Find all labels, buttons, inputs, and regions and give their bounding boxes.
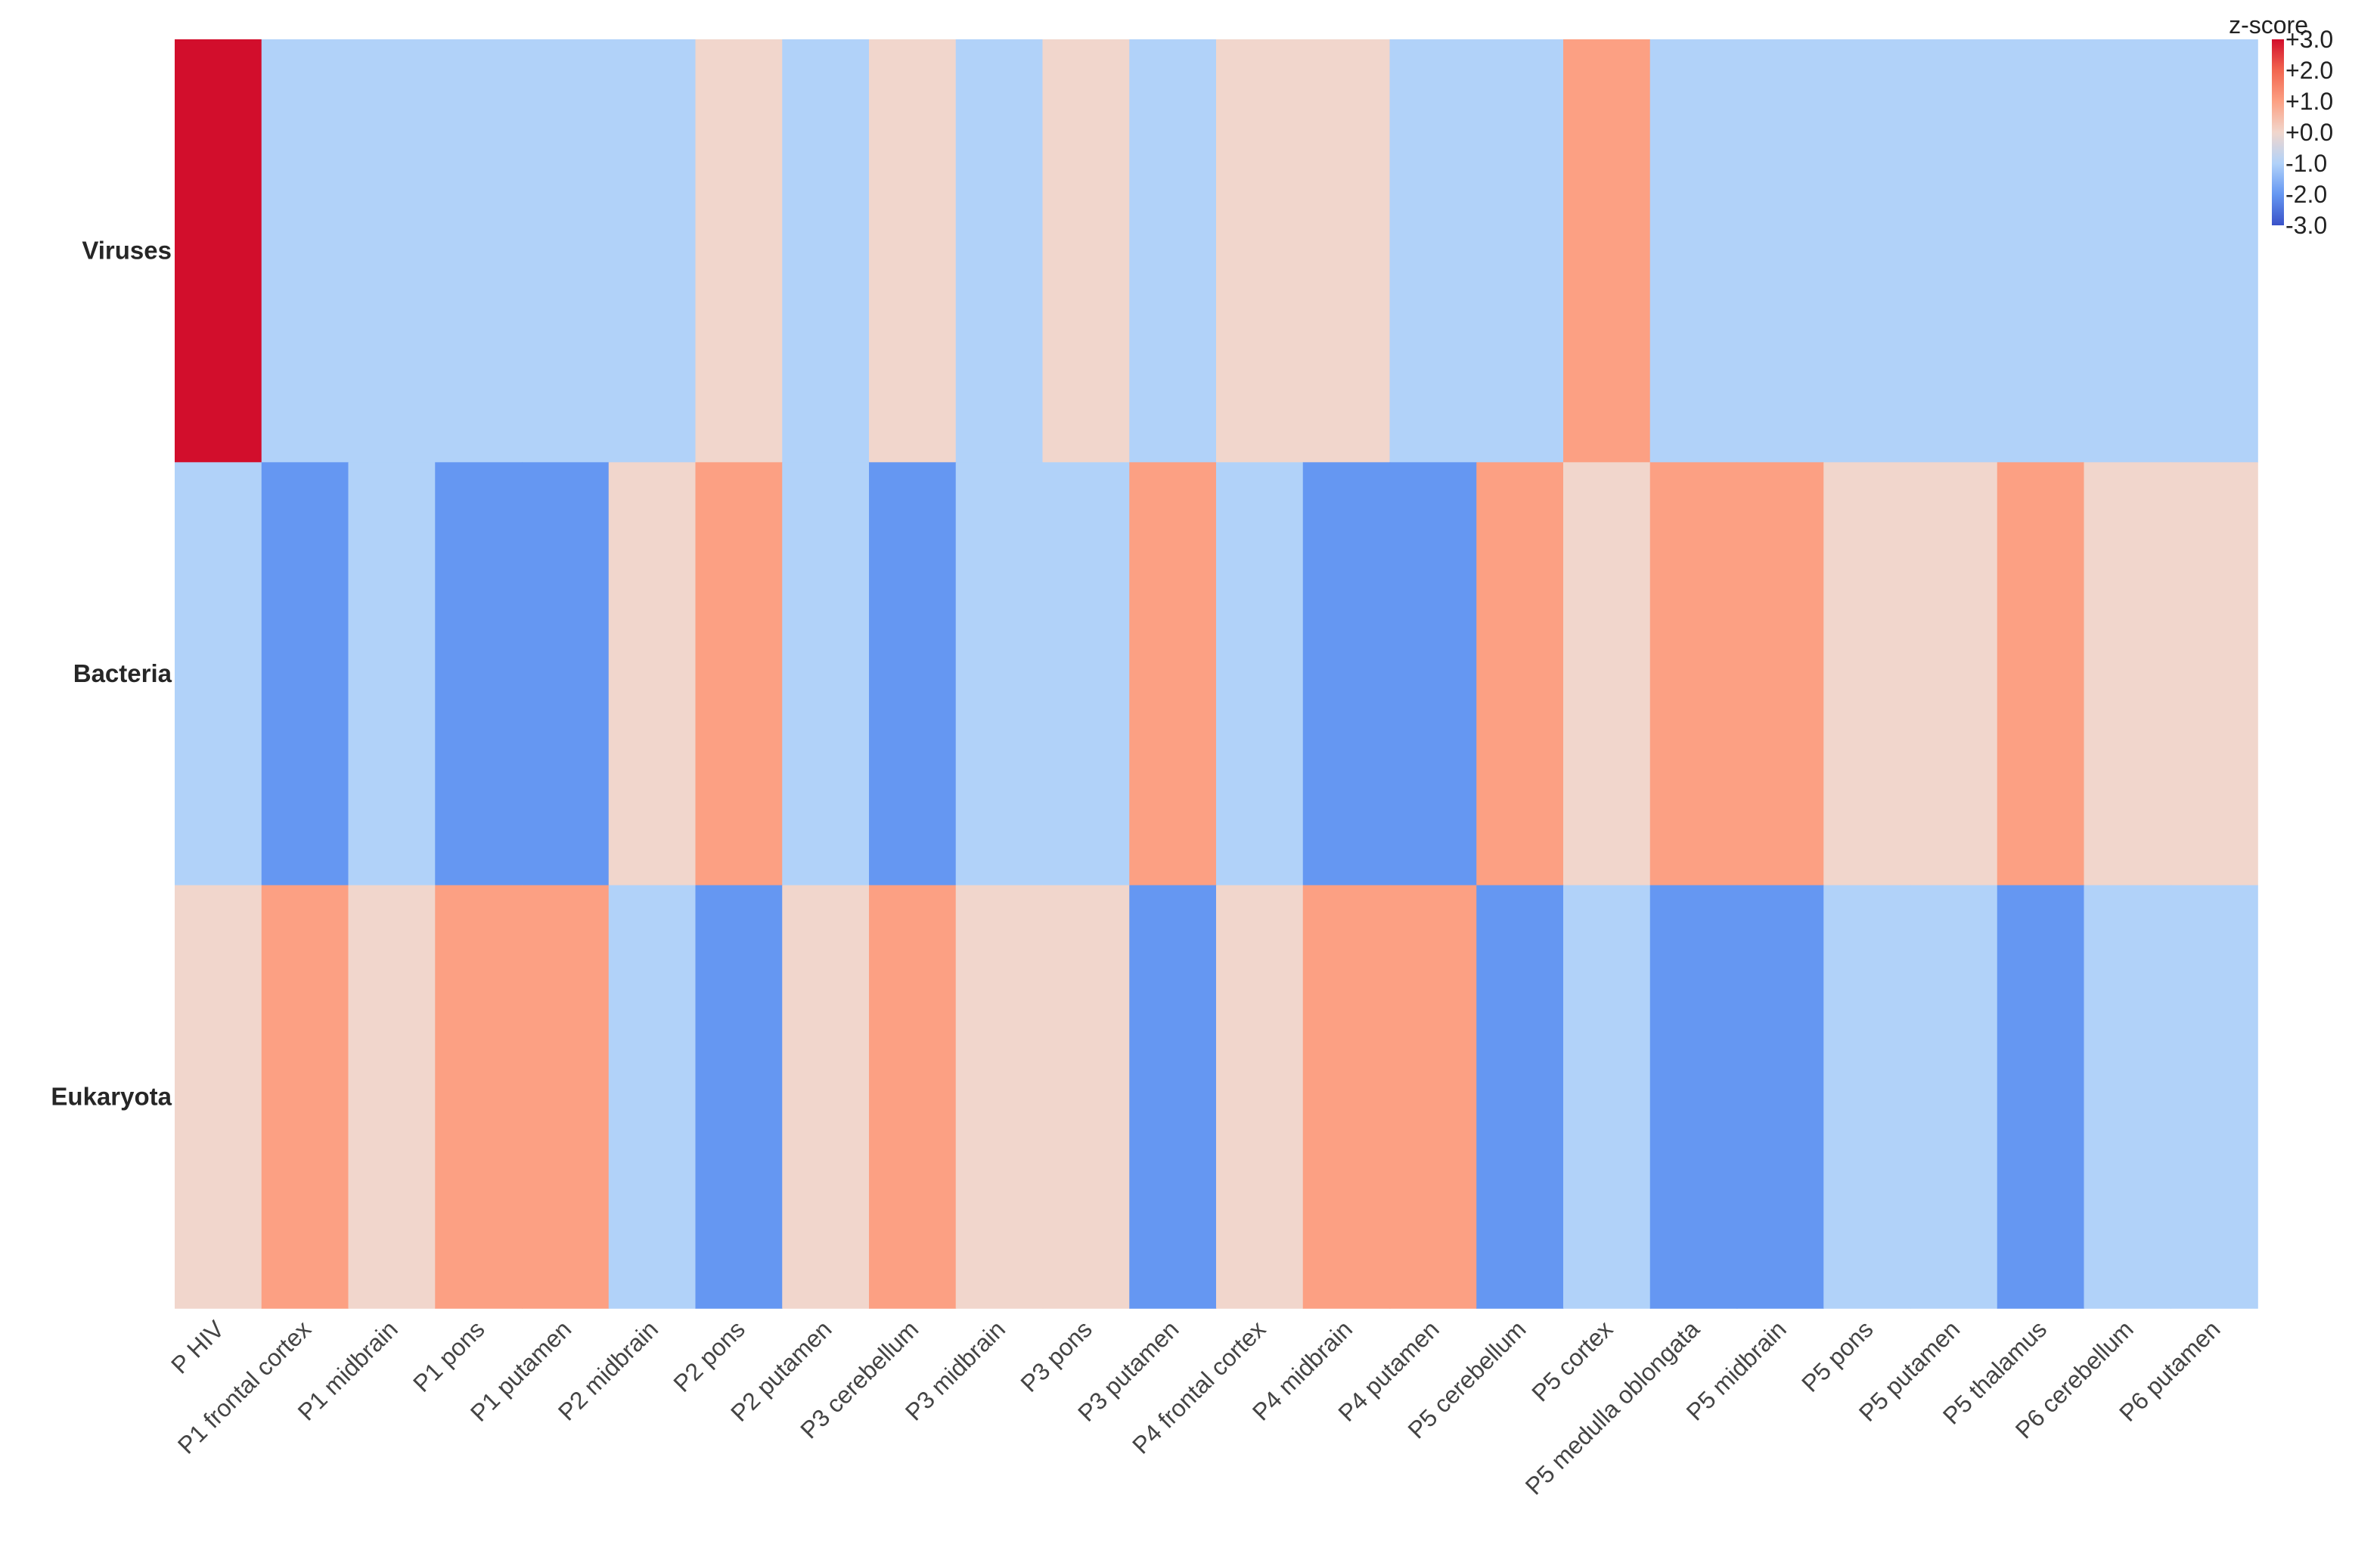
heatmap-cell-eukaryota-p4-frontal-cortex xyxy=(1216,885,1304,1309)
colorbar-tick-label: -1.0 xyxy=(2285,150,2327,177)
heatmap-cell-eukaryota-p3-pons xyxy=(1042,885,1131,1309)
heatmap-cell-viruses-p5-putamen xyxy=(1910,39,1998,464)
column-label-p5-pons: P5 pons xyxy=(1796,1315,1878,1397)
heatmap-cell-eukaryota-p-hiv xyxy=(175,885,262,1309)
heatmap-cell-eukaryota-p5-midbrain xyxy=(1736,885,1825,1309)
heatmap-cell-bacteria-p2-midbrain xyxy=(608,462,697,886)
heatmap-cell-eukaryota-p2-pons xyxy=(695,885,784,1309)
heatmap-cell-viruses-p3-midbrain xyxy=(955,39,1044,464)
heatmap-cell-viruses-p1-putamen xyxy=(522,39,610,464)
colorbar-tick-label: +1.0 xyxy=(2285,88,2333,115)
heatmap-cell-viruses-p4-putamen xyxy=(1389,39,1478,464)
colorbar-legend: z-score +3.0 +2.0 +1.0 +0.0 -1.0 -2.0 -3.0 xyxy=(2229,11,2333,239)
colorbar-tick-label: -2.0 xyxy=(2285,181,2327,208)
colorbar-title: z-score xyxy=(2229,11,2308,39)
heatmap-cell-bacteria-p5-pons xyxy=(1823,462,1911,886)
heatmap-cell-viruses-p1-pons xyxy=(435,39,523,464)
heatmap-cell-eukaryota-p3-cerebellum xyxy=(869,885,957,1309)
heatmap-cell-eukaryota-p1-frontal-cortex xyxy=(261,885,349,1309)
heatmap-cell-bacteria-p4-putamen xyxy=(1389,462,1478,886)
heatmap-cell-viruses-p5-cerebellum xyxy=(1476,39,1564,464)
heatmap-cell-bacteria-p3-putamen xyxy=(1129,462,1217,886)
heatmap-cells xyxy=(175,39,2258,1309)
colorbar-tick-label: +0.0 xyxy=(2285,119,2333,146)
row-label-eukaryota: Eukaryota xyxy=(51,1082,172,1110)
heatmap-cell-bacteria-p5-thalamus xyxy=(1997,462,2085,886)
heatmap-cell-viruses-p1-midbrain xyxy=(348,39,436,464)
column-label-p1-pons: P1 pons xyxy=(408,1315,489,1397)
colorbar-tick-label: +2.0 xyxy=(2285,57,2333,84)
heatmap-cell-bacteria-p6-cerebellum xyxy=(2084,462,2172,886)
heatmap-cell-bacteria-p1-midbrain xyxy=(348,462,436,886)
heatmap-cell-bacteria-p5-cortex xyxy=(1563,462,1651,886)
heatmap-cell-viruses-p3-putamen xyxy=(1129,39,1217,464)
heatmap-cell-eukaryota-p2-putamen xyxy=(782,885,870,1309)
heatmap-cell-viruses-p6-cerebellum xyxy=(2084,39,2172,464)
heatmap-cell-bacteria-p-hiv xyxy=(175,462,262,886)
column-label-p2-pons: P2 pons xyxy=(668,1315,749,1397)
heatmap-cell-eukaryota-p4-putamen xyxy=(1389,885,1478,1309)
heatmap-cell-bacteria-p1-frontal-cortex xyxy=(261,462,349,886)
heatmap-cell-eukaryota-p1-midbrain xyxy=(348,885,436,1309)
heatmap-cell-viruses-p5-pons xyxy=(1823,39,1911,464)
colorbar-gradient xyxy=(2272,39,2284,225)
heatmap-cell-bacteria-p6-putamen xyxy=(2171,462,2258,886)
heatmap-cell-bacteria-p5-midbrain xyxy=(1736,462,1825,886)
heatmap-cell-eukaryota-p5-putamen xyxy=(1910,885,1998,1309)
heatmap-cell-viruses-p5-medulla-oblongata xyxy=(1649,39,1738,464)
heatmap-cell-viruses-p1-frontal-cortex xyxy=(261,39,349,464)
heatmap-cell-bacteria-p2-pons xyxy=(695,462,784,886)
heatmap-cell-bacteria-p5-medulla-oblongata xyxy=(1649,462,1738,886)
heatmap-cell-viruses-p3-cerebellum xyxy=(869,39,957,464)
heatmap-cell-eukaryota-p6-putamen xyxy=(2171,885,2258,1309)
heatmap-cell-bacteria-p3-midbrain xyxy=(955,462,1044,886)
heatmap-cell-bacteria-p1-pons xyxy=(435,462,523,886)
heatmap-cell-eukaryota-p2-midbrain xyxy=(608,885,697,1309)
colorbar-tick-label: +3.0 xyxy=(2285,26,2333,53)
heatmap-cell-viruses-p5-midbrain xyxy=(1736,39,1825,464)
heatmap-cell-viruses-p2-putamen xyxy=(782,39,870,464)
heatmap-cell-eukaryota-p5-cerebellum xyxy=(1476,885,1564,1309)
heatmap-cell-bacteria-p2-putamen xyxy=(782,462,870,886)
column-label-p3-pons: P3 pons xyxy=(1015,1315,1097,1397)
heatmap-cell-bacteria-p1-putamen xyxy=(522,462,610,886)
column-label-p5-medulla-oblongata: P5 medulla oblongata xyxy=(1520,1315,1705,1499)
heatmap-cell-viruses-p2-pons xyxy=(695,39,784,464)
heatmap-cell-bacteria-p4-frontal-cortex xyxy=(1216,462,1304,886)
heatmap-cell-viruses-p2-midbrain xyxy=(608,39,697,464)
heatmap-cell-eukaryota-p5-thalamus xyxy=(1997,885,2085,1309)
column-label-p-hiv: P HIV xyxy=(166,1315,230,1379)
heatmap-cell-eukaryota-p5-medulla-oblongata xyxy=(1649,885,1738,1309)
colorbar-tick-label: -3.0 xyxy=(2285,212,2327,239)
heatmap-cell-viruses-p4-midbrain xyxy=(1302,39,1391,464)
heatmap-cell-eukaryota-p3-midbrain xyxy=(955,885,1044,1309)
heatmap-cell-bacteria-p5-cerebellum xyxy=(1476,462,1564,886)
row-labels: Viruses Bacteria Eukaryota xyxy=(51,237,172,1111)
heatmap-cell-viruses-p3-pons xyxy=(1042,39,1131,464)
heatmap-cell-eukaryota-p5-cortex xyxy=(1563,885,1651,1309)
heatmap-cell-viruses-p5-thalamus xyxy=(1997,39,2085,464)
column-label-p5-cortex: P5 cortex xyxy=(1526,1315,1618,1406)
heatmap-cell-bacteria-p3-cerebellum xyxy=(869,462,957,886)
heatmap-cell-eukaryota-p5-pons xyxy=(1823,885,1911,1309)
heatmap-cell-eukaryota-p1-putamen xyxy=(522,885,610,1309)
heatmap-cell-viruses-p6-putamen xyxy=(2171,39,2258,464)
row-label-viruses: Viruses xyxy=(82,237,172,265)
row-label-bacteria: Bacteria xyxy=(73,659,172,687)
heatmap-cell-viruses-p4-frontal-cortex xyxy=(1216,39,1304,464)
heatmap-cell-viruses-p-hiv xyxy=(175,39,262,464)
heatmap-cell-bacteria-p5-putamen xyxy=(1910,462,1998,886)
heatmap-cell-eukaryota-p4-midbrain xyxy=(1302,885,1391,1309)
colorbar-ticks: +3.0 +2.0 +1.0 +0.0 -1.0 -2.0 -3.0 xyxy=(2285,26,2333,239)
heatmap-cell-eukaryota-p6-cerebellum xyxy=(2084,885,2172,1309)
heatmap-cell-eukaryota-p3-putamen xyxy=(1129,885,1217,1309)
heatmap-cell-viruses-p5-cortex xyxy=(1563,39,1651,464)
heatmap-cell-bacteria-p3-pons xyxy=(1042,462,1131,886)
heatmap-cell-eukaryota-p1-pons xyxy=(435,885,523,1309)
heatmap-cell-bacteria-p4-midbrain xyxy=(1302,462,1391,886)
